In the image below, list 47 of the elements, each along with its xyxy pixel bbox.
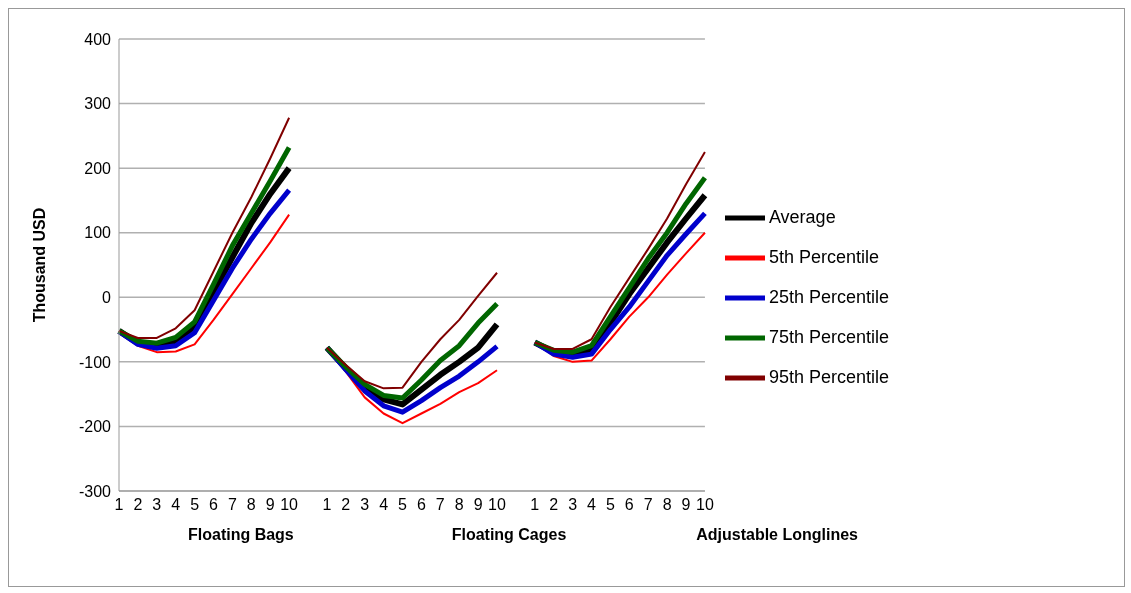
legend-label: Average bbox=[768, 206, 836, 227]
x-tick-label: 6 bbox=[624, 496, 634, 514]
legend-label: 75th Percentile bbox=[768, 326, 889, 347]
x-tick-label: 10 bbox=[280, 496, 299, 514]
x-tick-label: 4 bbox=[587, 496, 597, 514]
x-tick-label: 3 bbox=[152, 496, 162, 514]
legend-label: 25th Percentile bbox=[768, 286, 889, 307]
y-tick-label: -100 bbox=[78, 353, 112, 371]
x-tick-label: 9 bbox=[265, 496, 275, 514]
x-tick-label: 8 bbox=[662, 496, 672, 514]
y-tick-label: -200 bbox=[78, 418, 112, 436]
x-tick-label: 2 bbox=[341, 496, 351, 514]
text: Adjustable Longlines bbox=[695, 526, 859, 544]
x-tick-label: 2 bbox=[549, 496, 559, 514]
x-tick-label: 7 bbox=[435, 496, 445, 514]
text: Floating Bags bbox=[187, 526, 295, 544]
x-tick-label: 6 bbox=[209, 496, 219, 514]
x-tick-label: 8 bbox=[454, 496, 464, 514]
y-tick-label: 100 bbox=[84, 224, 112, 242]
x-tick-label: 4 bbox=[379, 496, 389, 514]
legend-label: 5th Percentile bbox=[768, 246, 879, 267]
y-tick-label: 400 bbox=[84, 30, 112, 48]
x-tick-label: 9 bbox=[681, 496, 691, 514]
text: Floating Cages bbox=[450, 526, 568, 544]
x-tick-label: 5 bbox=[398, 496, 408, 514]
x-tick-label: 3 bbox=[360, 496, 370, 514]
x-tick-label: 2 bbox=[133, 496, 143, 514]
x-tick-label: 5 bbox=[605, 496, 615, 514]
x-tick-label: 6 bbox=[416, 496, 426, 514]
x-tick-label: 7 bbox=[227, 496, 237, 514]
x-tick-label: 1 bbox=[114, 496, 124, 514]
x-tick-label: 9 bbox=[473, 496, 483, 514]
x-tick-label: 1 bbox=[530, 496, 540, 514]
y-axis-title: Thousand USD bbox=[30, 207, 48, 323]
y-tick-label: 300 bbox=[84, 95, 112, 113]
legend-label: 95th Percentile bbox=[768, 366, 889, 387]
x-tick-label: 4 bbox=[171, 496, 181, 514]
x-tick-label: 3 bbox=[568, 496, 578, 514]
y-tick-label: -300 bbox=[78, 482, 112, 500]
x-tick-label: 8 bbox=[246, 496, 256, 514]
x-tick-label: 7 bbox=[643, 496, 653, 514]
x-tick-label: 5 bbox=[190, 496, 200, 514]
x-tick-label: 1 bbox=[322, 496, 332, 514]
y-tick-label: 200 bbox=[84, 159, 112, 177]
y-tick-label: 0 bbox=[102, 288, 112, 306]
x-tick-label: 10 bbox=[488, 496, 507, 514]
x-tick-label: 10 bbox=[696, 496, 714, 514]
